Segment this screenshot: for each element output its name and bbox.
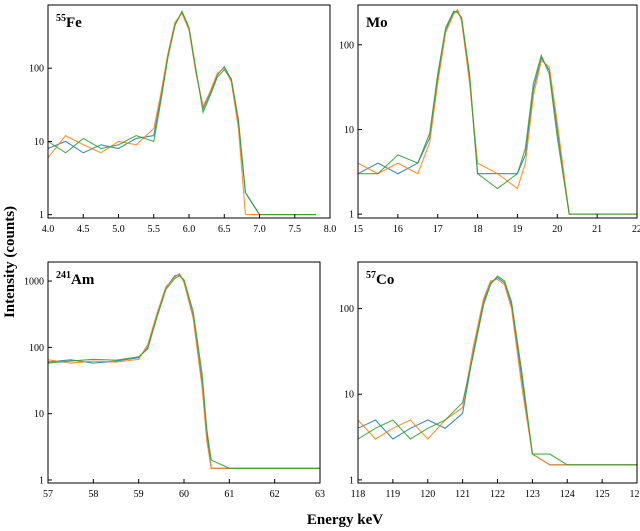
x-axis-title: Energy keV (307, 512, 383, 528)
panel-label-element: Am (71, 272, 95, 288)
spectrum-line (48, 9, 316, 216)
panel-label-element: Fe (66, 15, 82, 31)
spectrum-line (358, 276, 637, 466)
x-tick-label: 121 (455, 489, 470, 500)
panel-label: 55Fe (56, 13, 82, 31)
y-tick-label: 1 (39, 475, 44, 486)
spectrum-line (48, 274, 320, 469)
y-tick-label: 100 (339, 304, 354, 315)
y-axis-title: Intensity (counts) (2, 206, 18, 318)
x-tick-label: 59 (134, 489, 144, 500)
x-tick-label: 61 (224, 489, 234, 500)
x-tick-label: 22 (632, 224, 640, 235)
plot-frame (357, 261, 638, 484)
spectrum-line (48, 272, 320, 469)
x-tick-label: 15 (353, 224, 363, 235)
panel-label-element: Mo (366, 15, 388, 31)
panel-label: 241Am (56, 270, 95, 288)
plot-frame (357, 4, 638, 219)
x-tick-label: 60 (179, 489, 189, 500)
y-tick-label: 10 (344, 125, 354, 136)
plot-lines (358, 275, 637, 466)
panel-label: Mo (366, 15, 388, 31)
panel-label-mass: 55 (56, 13, 66, 24)
plot-frame (47, 261, 321, 484)
x-tick-label: 7.0 (253, 224, 266, 235)
x-tick-label: 125 (595, 489, 610, 500)
x-tick-label: 19 (512, 224, 522, 235)
x-tick-label: 16 (393, 224, 403, 235)
y-tick-label: 1 (349, 210, 354, 221)
x-tick-label: 17 (433, 224, 443, 235)
x-tick-label: 8.0 (324, 224, 337, 235)
y-tick-label: 1 (39, 210, 44, 221)
spectrum-line (48, 11, 316, 216)
x-tick-label: 7.5 (289, 224, 302, 235)
spectrum-line (358, 10, 637, 215)
x-tick-label: 57 (43, 489, 53, 500)
x-tick-label: 18 (473, 224, 483, 235)
x-tick-label: 20 (552, 224, 562, 235)
x-tick-label: 123 (525, 489, 540, 500)
plot-lines (48, 9, 316, 216)
x-tick-label: 5.5 (148, 224, 161, 235)
spectrum-line (358, 10, 637, 215)
y-tick-label: 10 (34, 409, 44, 420)
plot-frame (47, 4, 331, 219)
plot-lines (358, 8, 637, 215)
spectrum-line (358, 275, 637, 466)
x-tick-label: 63 (315, 489, 325, 500)
x-tick-label: 6.0 (183, 224, 196, 235)
plot-lines (48, 272, 320, 469)
x-tick-label: 58 (88, 489, 98, 500)
y-tick-label: 1 (349, 475, 354, 486)
spectrum-line (358, 278, 637, 466)
y-tick-label: 1000 (24, 277, 44, 288)
y-tick-label: 100 (29, 343, 44, 354)
x-tick-label: 21 (592, 224, 602, 235)
x-tick-label: 4.0 (42, 224, 55, 235)
x-tick-label: 5.0 (112, 224, 125, 235)
spectrum-line (48, 12, 316, 216)
panel-label-mass: 241 (56, 270, 71, 281)
spectrum-line (48, 275, 320, 469)
x-tick-label: 119 (386, 489, 401, 500)
x-tick-label: 62 (270, 489, 280, 500)
panel-label: 57Co (366, 270, 394, 288)
panel-label-element: Co (376, 272, 394, 288)
x-tick-label: 126 (630, 489, 640, 500)
x-tick-label: 6.5 (218, 224, 231, 235)
x-tick-label: 118 (351, 489, 366, 500)
spectrum-line (358, 8, 637, 215)
y-tick-label: 100 (339, 40, 354, 51)
y-tick-label: 10 (34, 137, 44, 148)
x-tick-label: 4.5 (77, 224, 90, 235)
x-tick-label: 122 (490, 489, 505, 500)
y-tick-label: 10 (344, 390, 354, 401)
x-tick-label: 120 (420, 489, 435, 500)
panel-label-mass: 57 (366, 270, 376, 281)
y-tick-label: 100 (29, 64, 44, 75)
x-tick-label: 124 (560, 489, 575, 500)
